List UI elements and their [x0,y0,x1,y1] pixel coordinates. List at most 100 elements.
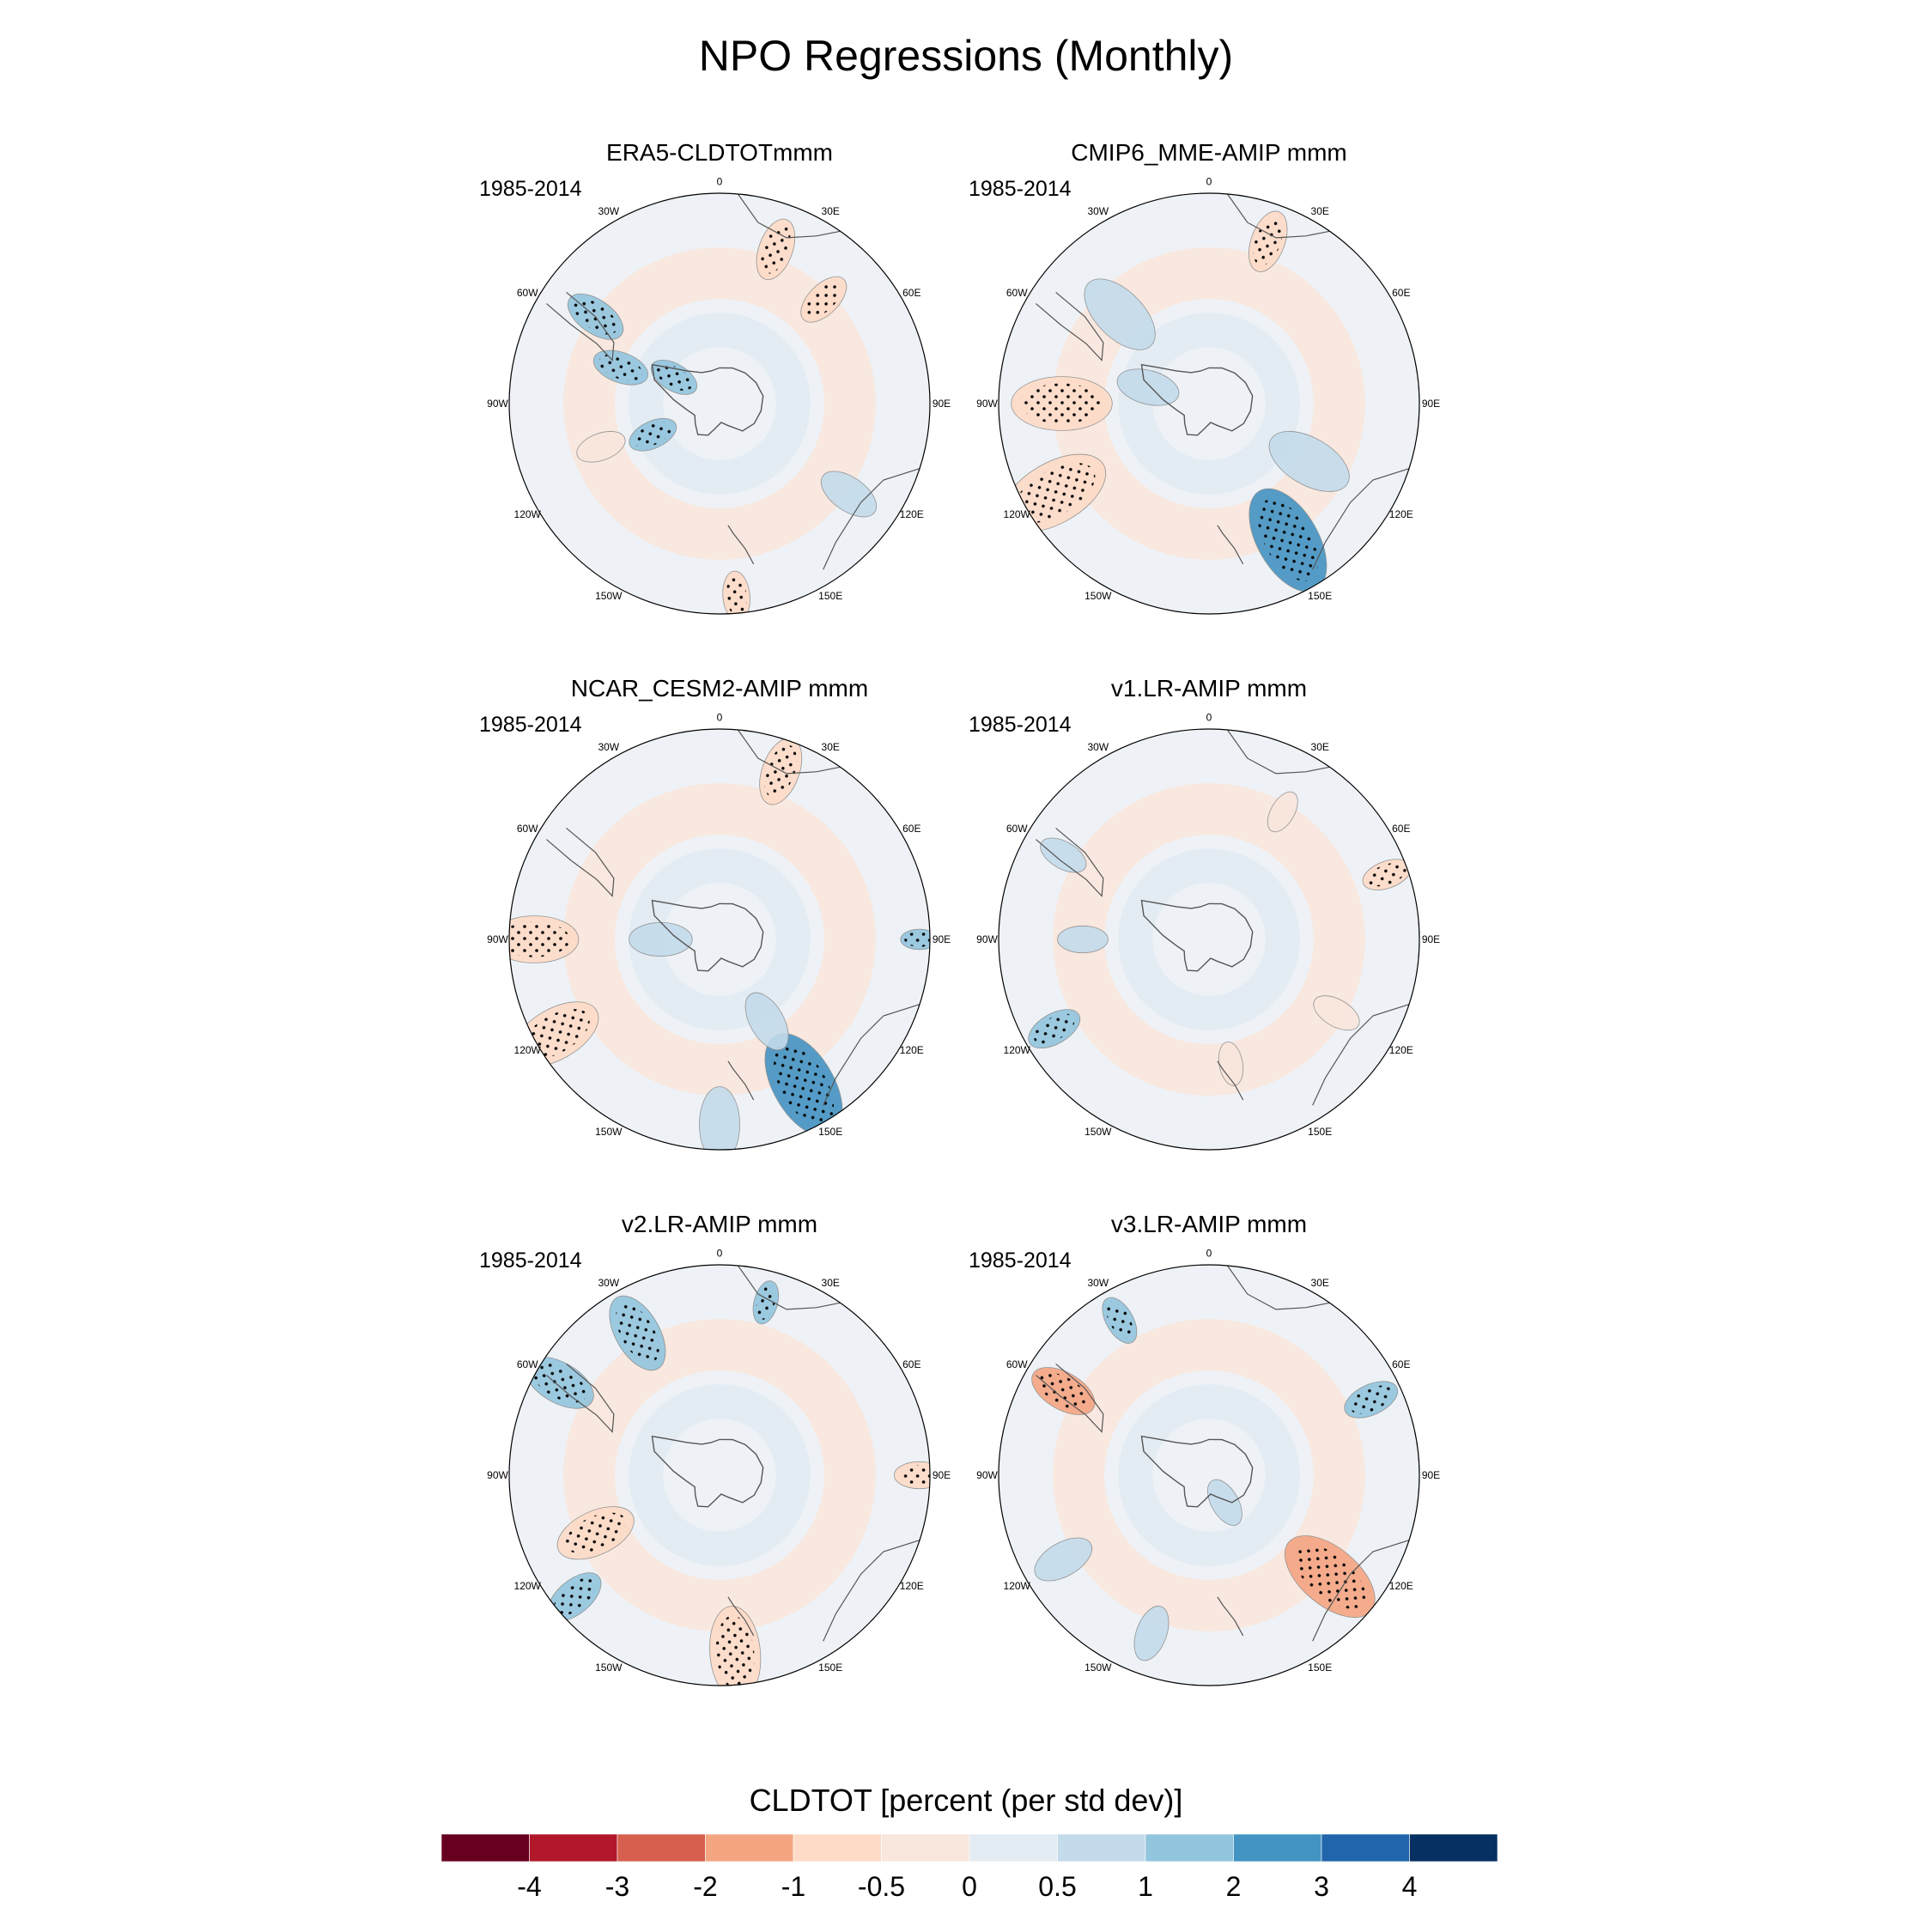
longitude-label: 180 [1200,1156,1218,1158]
ring-band [563,1319,876,1631]
significance-stipple [532,1362,587,1403]
longitude-label: 150W [595,1126,623,1138]
colorbar-tick-label: 4 [1402,1871,1418,1902]
antarctica-coastline [1140,1435,1254,1508]
longitude-label: 180 [711,620,728,623]
longitude-label: 60W [1006,823,1028,835]
panel-period: 1985-2014 [479,1249,582,1273]
significance-stipple [904,932,930,947]
longitude-label: 150E [1308,590,1332,602]
new-zealand-coastline [727,1596,755,1637]
colorbar-tick-label: 1 [1138,1871,1153,1902]
africa-coastline [1226,1265,1330,1310]
south-america-coastline [1036,827,1104,897]
colorbar-tick-label: -4 [517,1871,541,1902]
longitude-label: 150W [1084,1662,1112,1674]
colorbar-swatch [793,1834,882,1862]
longitude-label: 60E [902,823,920,835]
longitude-label: 60E [902,287,920,299]
panel-title: v3.LR-AMIP mmm [1110,1211,1308,1237]
longitude-label: 30E [822,741,840,753]
significance-stipple [1294,1544,1366,1609]
panel-v2-lr: v2.LR-AMIP mmm 1985-2014 0 30E 60E 90E 120E 1… [479,1211,960,1693]
longitude-label: 120W [514,1044,542,1056]
map-boundary [998,1264,1420,1686]
longitude-label: 120W [514,508,542,520]
longitude-label: 150E [818,1662,842,1674]
longitude-label: 120E [1389,1044,1413,1056]
longitude-label: 150E [818,1126,842,1138]
anomaly-region [576,431,626,463]
map-boundary [508,192,931,615]
africa-coastline [1226,193,1330,239]
longitude-label: 90W [487,398,508,410]
significance-stipple [1350,1385,1393,1414]
longitude-label: 30E [1311,205,1329,217]
longitude-label: 90W [976,933,998,945]
colorbar-title: CLDTOT [percent (per std dev)] [749,1783,1183,1818]
longitude-label: 150E [1308,1126,1332,1138]
south-america-coastline [546,291,615,361]
significance-stipple [1106,1302,1133,1339]
australia-coastline [1312,1540,1410,1642]
anomaly-region [699,1086,740,1150]
panel-period: 1985-2014 [969,1249,1072,1273]
colorbar-swatch [705,1834,794,1862]
significance-stipple [1038,1372,1089,1410]
significance-stipple [634,422,672,447]
anomaly-region [1133,1606,1170,1662]
anomaly-region [1034,1537,1093,1582]
longitude-label: 120E [1389,1580,1413,1592]
longitude-label: 90E [1422,933,1440,945]
new-zealand-coastline [727,1060,755,1101]
longitude-label: 90W [487,1469,508,1481]
colorbar-tick-label: 3 [1314,1871,1329,1902]
colorbar-tick-label: -3 [605,1871,629,1902]
panel-title: v2.LR-AMIP mmm [621,1211,818,1237]
anomaly-region [744,992,789,1051]
new-zealand-coastline [1217,1596,1244,1637]
map-boundary [998,192,1420,615]
colorbar-tick-label: -0.5 [858,1871,905,1902]
significance-stipple [756,1285,776,1320]
longitude-label: 150E [818,590,842,602]
australia-coastline [1312,468,1410,570]
longitude-label: 30W [1087,741,1109,753]
anomaly-region [820,471,878,518]
colorbar: -4 -3 -2 -1 -0.5 0 0.5 1 2 3 4 [441,1834,1498,1902]
new-zealand-coastline [1217,1060,1244,1101]
longitude-label: 30W [598,1277,619,1289]
anomaly-region [629,921,693,957]
longitude-label: 120W [1004,508,1031,520]
colorbar-swatch [1233,1834,1322,1862]
colorbar-tick-label: 2 [1226,1871,1242,1902]
longitude-label: 90W [976,398,998,410]
map-boundary [508,728,931,1151]
longitude-label: 60W [517,823,538,835]
longitude-label: 60W [517,1358,538,1370]
significance-stipple [553,1577,596,1616]
longitude-label: 0 [717,712,723,724]
anomaly-region [1040,837,1087,873]
longitude-label: 120E [900,508,924,520]
anomaly-region [1313,995,1360,1031]
longitude-label: 180 [1200,1692,1218,1694]
longitude-label: 90W [976,1469,998,1481]
longitude-label: 30E [822,1277,840,1289]
longitude-label: 150W [1084,590,1112,602]
new-zealand-coastline [1217,525,1244,565]
significance-stipple [655,363,693,391]
colorbar-tick-label: 0.5 [1038,1871,1076,1902]
colorbar-swatch [441,1834,530,1862]
significance-stipple [1257,499,1318,581]
longitude-label: 120E [1389,508,1413,520]
south-america-coastline [1036,1363,1104,1433]
south-america-coastline [546,1363,615,1433]
significance-stipple [805,281,842,318]
panel-cmip6-mme: CMIP6_MME-AMIP mmm 1985-2014 0 30E 60E 90E 1… [969,139,1449,622]
longitude-label: 60W [1006,1358,1028,1370]
colorbar-swatch [1321,1834,1410,1862]
longitude-label: 90E [1422,1469,1440,1481]
significance-stipple [598,354,643,381]
longitude-label: 90W [487,933,508,945]
